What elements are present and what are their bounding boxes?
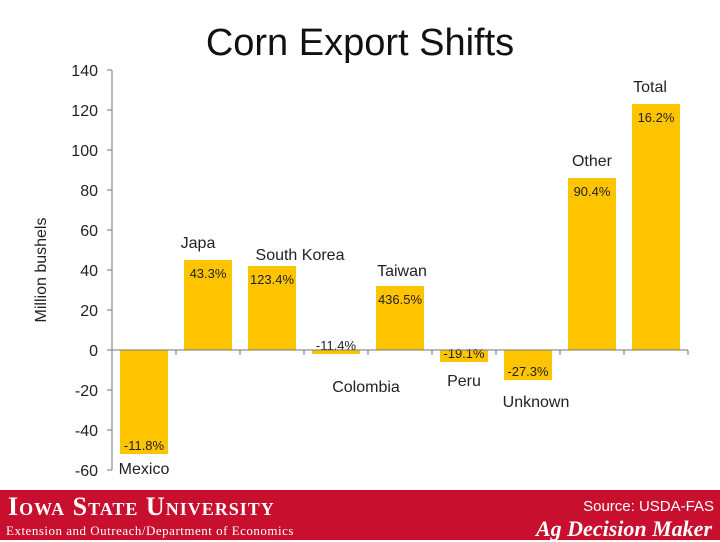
y-tick-label: 140 — [71, 63, 98, 80]
data-label: 123.4% — [250, 272, 295, 287]
category-label: Peru — [447, 373, 481, 390]
y-axis-title: Million bushels — [33, 218, 50, 323]
category-label: Taiwan — [377, 263, 427, 280]
category-label: South Korea — [256, 247, 345, 264]
data-label: 436.5% — [378, 292, 423, 307]
footer-bar: Iowa State University Extension and Outr… — [0, 490, 720, 541]
y-tick-label: 100 — [71, 143, 98, 160]
bar — [312, 350, 360, 354]
university-logo-text: Iowa State University — [8, 492, 275, 521]
y-tick-label: -60 — [75, 463, 98, 480]
data-label: 90.4% — [574, 184, 611, 199]
data-label: -11.8% — [124, 438, 165, 453]
bar — [120, 350, 168, 454]
y-tick-label: -20 — [75, 383, 98, 400]
category-label: Japa — [181, 235, 216, 252]
source-note: Source: USDA-FAS — [583, 498, 714, 515]
y-tick-label: 60 — [80, 223, 98, 240]
bar — [248, 266, 296, 350]
data-label: -19.1% — [443, 346, 485, 361]
data-label: 16.2% — [638, 110, 675, 125]
y-tick-label: 40 — [80, 263, 98, 280]
category-label: Total — [633, 79, 667, 96]
category-label: Unknown — [503, 394, 570, 411]
program-logo-text: Ag Decision Maker — [536, 516, 712, 541]
bar — [184, 260, 232, 350]
department-text: Extension and Outreach/Department of Eco… — [6, 523, 294, 538]
data-label: -11.4% — [316, 338, 357, 353]
bar — [440, 350, 488, 362]
bar — [376, 286, 424, 350]
data-label: -27.3% — [507, 364, 549, 379]
bar-chart: -60 -40 -20 0 20 40 60 80 100 120 140 Million bushe… — [33, 63, 689, 480]
data-label: 43.3% — [190, 266, 227, 281]
bar — [504, 350, 552, 380]
slide-title: Corn Export Shifts — [205, 22, 515, 64]
bar — [568, 178, 616, 350]
category-label: Colombia — [332, 379, 400, 396]
category-label: Mexico — [119, 461, 170, 478]
y-tick-label: 120 — [71, 103, 98, 120]
y-tick-label: 20 — [80, 303, 98, 320]
category-label: Other — [572, 153, 613, 170]
y-tick-label: -40 — [75, 423, 98, 440]
y-tick-label: 0 — [89, 343, 98, 360]
y-tick-label: 80 — [80, 183, 98, 200]
bar — [632, 104, 680, 350]
